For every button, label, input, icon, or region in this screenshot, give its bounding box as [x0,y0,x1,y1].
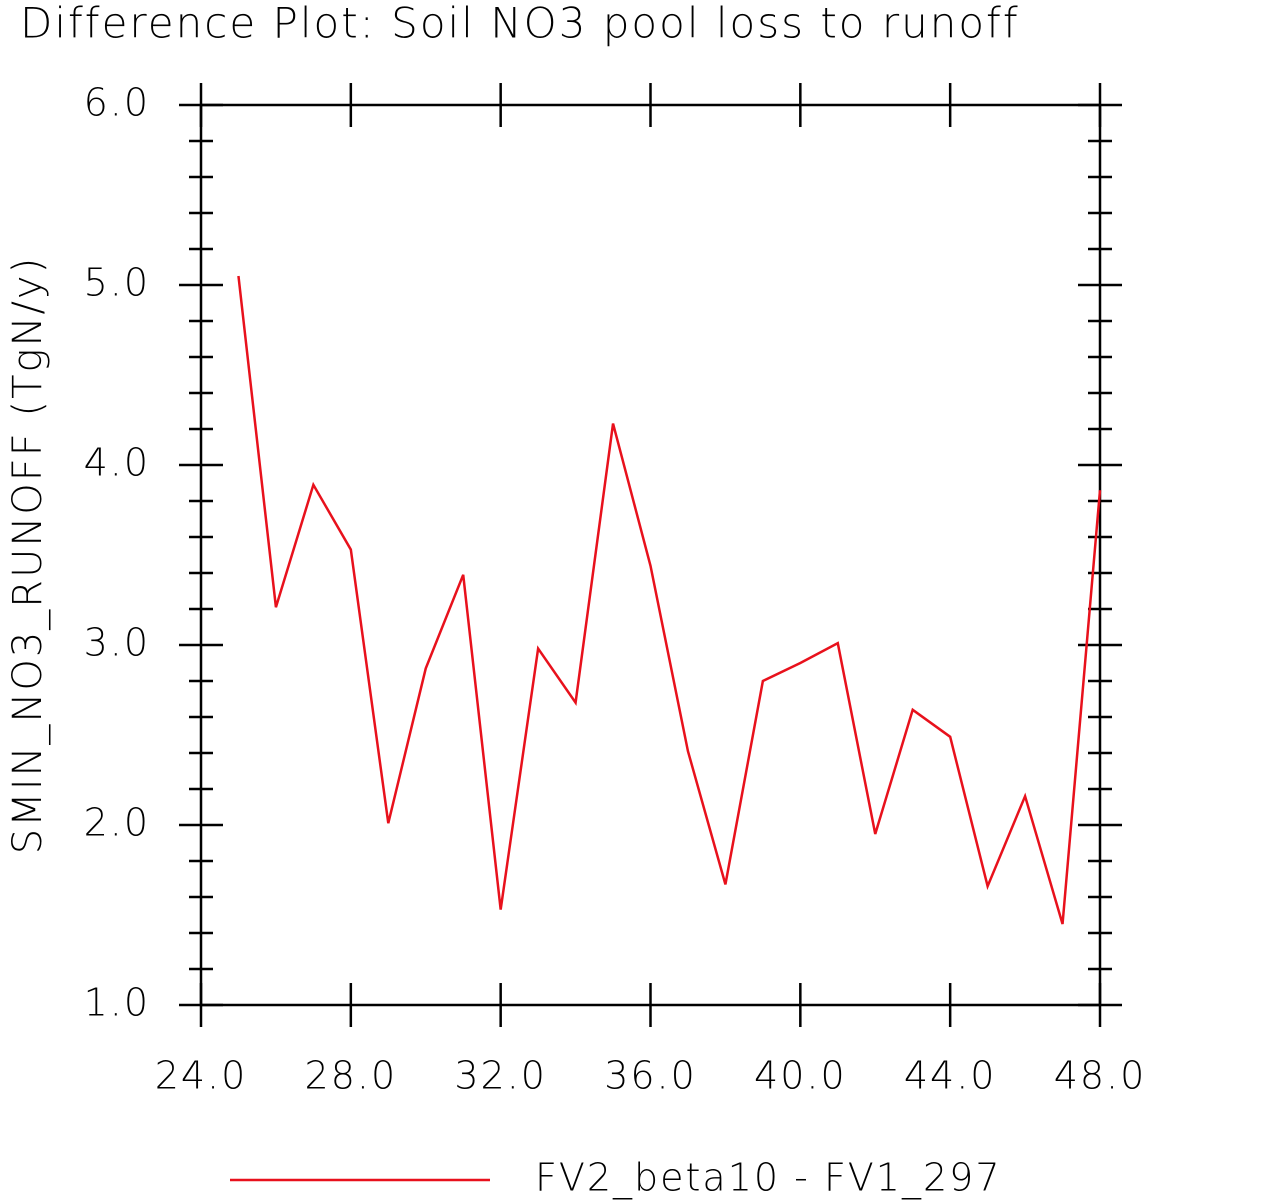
x-tick-label: 48.0 [1054,1054,1147,1098]
x-tick-label: 28.0 [305,1054,398,1098]
x-tick-label: 32.0 [454,1054,547,1098]
x-tick-label: 44.0 [904,1054,997,1098]
legend-label: FV2_beta10 - FV1_297 [535,1156,1002,1200]
y-tick-label: 6.0 [84,81,150,125]
x-tick-label: 36.0 [604,1054,697,1098]
plot-frame [199,103,1102,1007]
y-tick-label: 1.0 [84,981,150,1025]
y-tick-label: 2.0 [84,801,150,845]
data-line [237,275,1102,925]
y-tick-label: 3.0 [84,621,150,665]
y-tick-label: 5.0 [84,261,150,305]
chart-title: Difference Plot: Soil NO3 pool loss to r… [20,0,1020,48]
x-tick-label: 24.0 [155,1054,248,1098]
y-axis-label: SMIN_NO3_RUNOFF (TgN/y) [5,256,51,854]
x-tick-label: 40.0 [754,1054,847,1098]
y-tick-label: 4.0 [84,441,150,485]
